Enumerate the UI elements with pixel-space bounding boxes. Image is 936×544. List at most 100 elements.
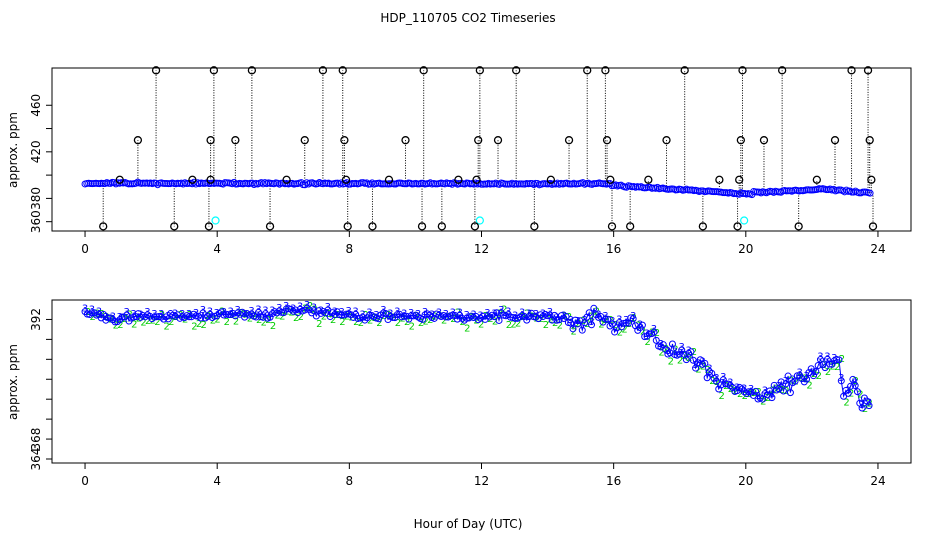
series-2-marker: 2 [617,328,623,339]
series-3-marker: 3 [561,311,567,322]
series-2-marker: 2 [436,311,442,322]
baseline-point [712,188,720,196]
series-2-marker: 2 [510,320,516,331]
series-3-point [803,375,811,383]
series-3-point [782,380,790,388]
series-3-marker: 3 [193,308,199,319]
spike-point [99,222,108,231]
top-marks [81,66,878,231]
series-3-marker: 3 [470,310,476,321]
spike-point [151,66,161,75]
series-3-marker: 3 [769,390,775,401]
series-2-marker: 2 [825,367,831,378]
spike-point [680,66,689,75]
series-2-marker: 2 [150,315,156,326]
series-3-point [268,310,276,318]
top-y-tick-label: 380 [29,187,43,210]
bottom-y-axis-label: approx. ppm [6,344,20,420]
cyan-point [740,216,749,225]
series-3-point [601,315,609,323]
series-3-point [638,321,646,329]
series-3-point [608,320,616,328]
series-3-point [104,314,112,322]
series-3-point [812,367,820,375]
series-3-marker: 3 [859,400,865,411]
series-3-marker: 3 [651,324,657,335]
series-2-marker: 2 [506,320,512,331]
spike-point [607,222,617,231]
series-3-marker: 3 [123,307,129,318]
series-3-point [844,389,852,397]
series-3-marker: 3 [817,352,823,363]
spike-point [546,175,556,184]
series-3-point [465,314,473,322]
spike-point [188,175,197,184]
spike-point [564,136,574,145]
series-3-point [224,311,232,319]
series-3-marker: 3 [394,307,400,318]
top-y-tick-label: 460 [29,94,43,117]
series-3-point [352,310,360,318]
series-3-point [287,305,295,313]
series-3-marker: 3 [290,303,296,314]
spike-point [530,222,539,231]
bottom-x-tick-label: 4 [213,474,221,488]
spike-point [735,175,744,184]
series-3-marker: 3 [720,372,726,383]
series-3-point [606,322,614,330]
top-x-tick-label: 20 [738,242,753,256]
series-3-marker: 3 [103,312,109,323]
spike-point [247,66,257,75]
series-2-marker: 2 [376,318,382,329]
series-2-marker: 2 [261,318,267,329]
series-2-marker: 2 [797,372,803,383]
baseline-point [448,180,456,188]
series-3-marker: 3 [415,309,421,320]
series-2-marker: 2 [358,318,364,329]
series-3-point [752,387,760,395]
series-3-marker: 3 [304,300,310,311]
series-3-point [326,313,334,321]
bottom-x-tick-label: 24 [870,474,885,488]
series-3-marker: 3 [283,301,289,312]
spike-point [209,66,219,75]
top-x-tick-label: 24 [870,242,885,256]
series-3-marker: 3 [463,310,469,321]
series-3-marker: 3 [547,307,553,318]
series-3-point [100,310,108,318]
series-3-point [342,310,350,318]
series-2-marker: 2 [501,304,507,315]
series-2-marker: 2 [316,319,322,330]
series-2-marker: 2 [210,315,216,326]
series-3-point [150,313,158,321]
series-3-point [703,374,711,382]
series-3-point [192,312,200,320]
series-3-marker: 3 [380,305,386,316]
series-3-point [835,356,843,364]
baseline-point [623,183,631,191]
series-2-marker: 2 [732,386,738,397]
series-3-marker: 3 [665,346,671,357]
series-3-marker: 3 [477,310,483,321]
series-3-point [837,377,845,385]
series-3-point [821,364,829,372]
spike-point [867,175,876,184]
series-3-point [571,316,579,324]
baseline-point [530,181,538,189]
series-3-point [569,325,577,333]
series-3-point [442,313,450,321]
series-2-marker: 2 [658,348,664,359]
series-2-marker: 2 [728,384,734,395]
spike-point [338,66,347,75]
series-2-marker: 2 [705,365,711,376]
series-3-marker: 3 [318,305,324,316]
spike-point [865,136,874,145]
series-2-marker: 2 [719,391,725,402]
series-2-marker: 2 [589,311,595,322]
series-3-marker: 3 [533,309,539,320]
spike-point [384,175,394,184]
series-3-point [477,314,485,322]
